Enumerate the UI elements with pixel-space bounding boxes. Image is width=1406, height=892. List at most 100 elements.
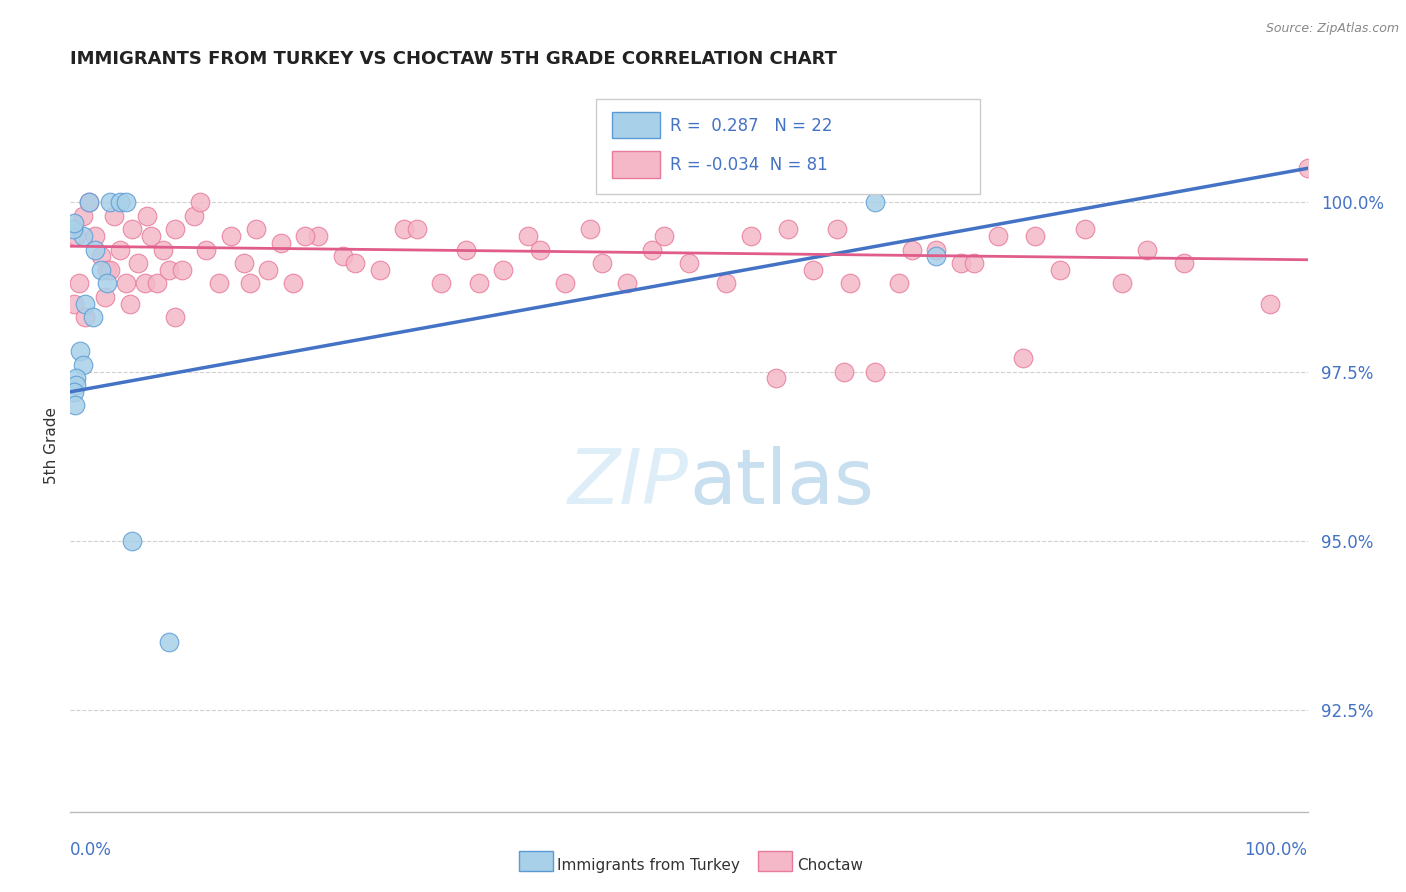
- Point: [165, 310, 187, 325]
- Point: [127, 256, 149, 270]
- Point: [1012, 351, 1035, 365]
- Point: [394, 222, 416, 236]
- FancyBboxPatch shape: [612, 152, 661, 178]
- Point: [65, 229, 87, 244]
- Point: [62, 222, 84, 236]
- Point: [63, 215, 86, 229]
- Point: [827, 222, 849, 236]
- Point: [591, 256, 613, 270]
- Point: [1136, 243, 1159, 257]
- Point: [75, 297, 97, 311]
- Point: [139, 229, 162, 244]
- Point: [616, 277, 638, 291]
- Text: IMMIGRANTS FROM TURKEY VS CHOCTAW 5TH GRADE CORRELATION CHART: IMMIGRANTS FROM TURKEY VS CHOCTAW 5TH GR…: [70, 50, 838, 68]
- Point: [115, 195, 138, 210]
- Point: [245, 222, 267, 236]
- Point: [65, 378, 87, 392]
- Point: [72, 209, 94, 223]
- Point: [121, 222, 143, 236]
- Point: [641, 243, 664, 257]
- Point: [219, 229, 242, 244]
- Point: [136, 209, 159, 223]
- Point: [652, 229, 675, 244]
- Point: [96, 263, 118, 277]
- Text: Immigrants from Turkey: Immigrants from Turkey: [557, 858, 740, 872]
- Point: [467, 277, 489, 291]
- Point: [765, 371, 787, 385]
- Point: [121, 533, 143, 548]
- Point: [368, 263, 391, 277]
- Point: [332, 249, 354, 263]
- Point: [63, 384, 86, 399]
- Point: [157, 635, 180, 649]
- Y-axis label: 5th Grade: 5th Grade: [44, 408, 59, 484]
- Point: [579, 222, 602, 236]
- FancyBboxPatch shape: [596, 99, 980, 194]
- Point: [170, 263, 193, 277]
- Point: [838, 277, 860, 291]
- Point: [1296, 161, 1319, 176]
- Text: ZIP: ZIP: [568, 446, 689, 519]
- Point: [90, 263, 112, 277]
- Point: [430, 277, 453, 291]
- Point: [307, 229, 329, 244]
- Point: [118, 297, 141, 311]
- Point: [98, 263, 121, 277]
- Point: [103, 209, 125, 223]
- Point: [72, 358, 94, 372]
- Point: [165, 222, 187, 236]
- Point: [1173, 256, 1195, 270]
- Point: [714, 277, 737, 291]
- Point: [405, 222, 427, 236]
- Point: [281, 277, 304, 291]
- Point: [96, 277, 118, 291]
- Point: [554, 277, 576, 291]
- Text: R = -0.034  N = 81: R = -0.034 N = 81: [671, 156, 828, 174]
- Point: [77, 195, 100, 210]
- Point: [925, 243, 948, 257]
- Point: [195, 243, 218, 257]
- Point: [65, 398, 87, 412]
- Point: [67, 277, 90, 291]
- Text: atlas: atlas: [689, 446, 873, 519]
- Point: [239, 277, 262, 291]
- Point: [987, 229, 1010, 244]
- Point: [1024, 229, 1046, 244]
- Point: [84, 243, 107, 257]
- Point: [77, 195, 100, 210]
- Point: [146, 277, 169, 291]
- Point: [1111, 277, 1133, 291]
- Point: [65, 371, 87, 385]
- Point: [492, 263, 515, 277]
- Point: [94, 290, 117, 304]
- Point: [925, 249, 948, 263]
- Point: [63, 297, 86, 311]
- Point: [1074, 222, 1097, 236]
- Point: [183, 209, 205, 223]
- Point: [75, 310, 97, 325]
- Point: [962, 256, 984, 270]
- Point: [270, 235, 292, 250]
- Point: [950, 256, 973, 270]
- Point: [152, 243, 174, 257]
- Point: [1260, 297, 1282, 311]
- Point: [72, 229, 94, 244]
- Point: [863, 195, 886, 210]
- Point: [108, 243, 131, 257]
- Point: [208, 277, 231, 291]
- Text: Source: ZipAtlas.com: Source: ZipAtlas.com: [1265, 22, 1399, 36]
- Point: [90, 249, 112, 263]
- Point: [188, 195, 211, 210]
- Point: [157, 263, 180, 277]
- Point: [517, 229, 540, 244]
- Point: [740, 229, 762, 244]
- Point: [98, 195, 121, 210]
- Point: [84, 229, 107, 244]
- Point: [863, 364, 886, 378]
- FancyBboxPatch shape: [612, 112, 661, 138]
- Point: [69, 344, 91, 359]
- Point: [232, 256, 254, 270]
- Text: 100.0%: 100.0%: [1244, 841, 1308, 859]
- Point: [134, 277, 156, 291]
- Point: [115, 277, 138, 291]
